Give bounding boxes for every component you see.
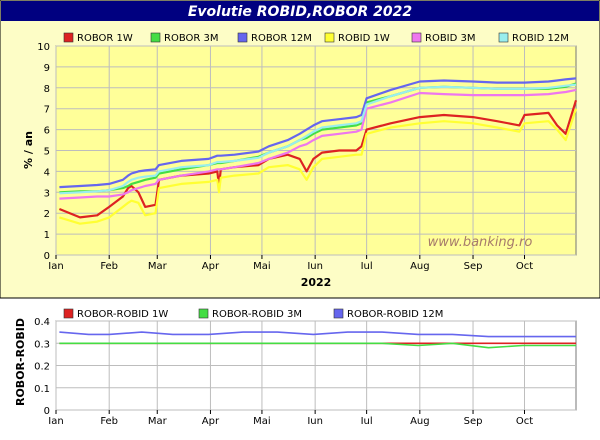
watermark: www.banking.ro (428, 235, 533, 250)
title-bar (1, 1, 599, 21)
legend-label: ROBID 12M (512, 33, 569, 44)
x-tick-label: Iul (361, 416, 373, 427)
legend-swatch (63, 32, 74, 43)
legend-label: ROBOR-ROBID 1W (77, 309, 168, 320)
legend-swatch (498, 32, 509, 43)
x-tick-label: Apr (202, 261, 220, 272)
x-tick-label: Feb (100, 416, 118, 427)
legend-label: ROBOR 12M (251, 33, 312, 44)
series-line-robor-robid-12m (59, 331, 576, 338)
series-line-robid-1w (59, 108, 578, 225)
top-legend: ROBOR 1W ROBOR 3M ROBOR 12M ROBID 1W ROBID 3… (63, 32, 569, 44)
x-tick-label: Ian (48, 261, 63, 272)
series-line-robid-3m (59, 88, 577, 200)
x-tick-label: Oct (516, 416, 533, 427)
legend-swatch (333, 308, 344, 319)
y-tick-label: 0.3 (34, 339, 50, 350)
bottom-series (59, 331, 576, 349)
x-tick-label: Mai (253, 416, 271, 427)
series-line-robor-robid-3m (59, 342, 576, 349)
y-tick-label: 10 (37, 42, 50, 53)
y-tick-label: 9 (44, 63, 50, 74)
chart-title: Evolutie ROBID,ROBOR 2022 (188, 4, 412, 20)
legend-swatch (198, 308, 209, 319)
x-tick-label: Mar (148, 416, 168, 427)
y-tick-label: 0 (44, 406, 50, 417)
y-tick-label: 2 (44, 209, 50, 220)
legend-swatch (324, 32, 335, 43)
legend-label: ROBID 1W (338, 33, 390, 44)
top-y-axis-label: % / an (22, 131, 35, 169)
legend-label: ROBOR 3M (164, 33, 219, 44)
x-tick-label: Aug (410, 261, 430, 272)
y-tick-label: 3 (44, 188, 50, 199)
y-tick-label: 0.1 (34, 384, 50, 395)
x-tick-label: Sep (464, 416, 483, 427)
x-tick-label: Oct (516, 261, 533, 272)
series-line-robor-1w (58, 99, 578, 219)
y-tick-label: 8 (44, 84, 50, 95)
x-tick-label: Iun (307, 261, 323, 272)
x-tick-label: Iul (361, 261, 373, 272)
bottom-y-axis-label: ROBOR-ROBID (14, 318, 27, 406)
x-tick-label: Iun (307, 416, 323, 427)
x-tick-label: Feb (100, 261, 118, 272)
top-x-axis-label: 2022 (301, 276, 332, 289)
y-tick-label: 4 (44, 167, 50, 178)
x-tick-label: Aug (410, 416, 430, 427)
legend-swatch (150, 32, 161, 43)
series-line-robid-12m (59, 83, 577, 195)
y-tick-label: 0.4 (34, 317, 50, 328)
x-tick-label: Sep (464, 261, 483, 272)
legend-swatch (237, 32, 248, 43)
y-tick-label: 6 (44, 126, 50, 137)
legend-label: ROBOR 1W (77, 33, 133, 44)
top-series (58, 77, 578, 225)
x-tick-label: Mai (253, 261, 271, 272)
y-tick-label: 0.2 (34, 362, 50, 373)
legend-label: ROBOR-ROBID 3M (212, 309, 302, 320)
y-tick-label: 5 (44, 147, 50, 158)
legend-label: ROBID 3M (425, 33, 476, 44)
top-axes: 0 1 2 3 4 5 6 7 8 9 10 Ian Feb Mar Apr Mai Iun Iul Aug Sep O… (37, 42, 533, 272)
bottom-axes: 0 0.1 0.2 0.3 0.4 Ian Feb Mar Apr Mai Iun Iul Aug Sep… (34, 317, 533, 427)
y-tick-label: 1 (44, 230, 50, 241)
x-tick-label: Apr (202, 416, 220, 427)
y-tick-label: 7 (44, 105, 50, 116)
series-line-robor-12m (59, 77, 577, 189)
x-tick-label: Ian (48, 416, 63, 427)
legend-label: ROBOR-ROBID 12M (347, 309, 443, 320)
legend-swatch (63, 308, 74, 319)
bottom-legend: ROBOR-ROBID 1W ROBOR-ROBID 3M ROBOR-ROBID … (63, 308, 443, 320)
x-tick-label: Mar (148, 261, 168, 272)
legend-swatch (411, 32, 422, 43)
y-tick-label: 0 (44, 251, 50, 262)
